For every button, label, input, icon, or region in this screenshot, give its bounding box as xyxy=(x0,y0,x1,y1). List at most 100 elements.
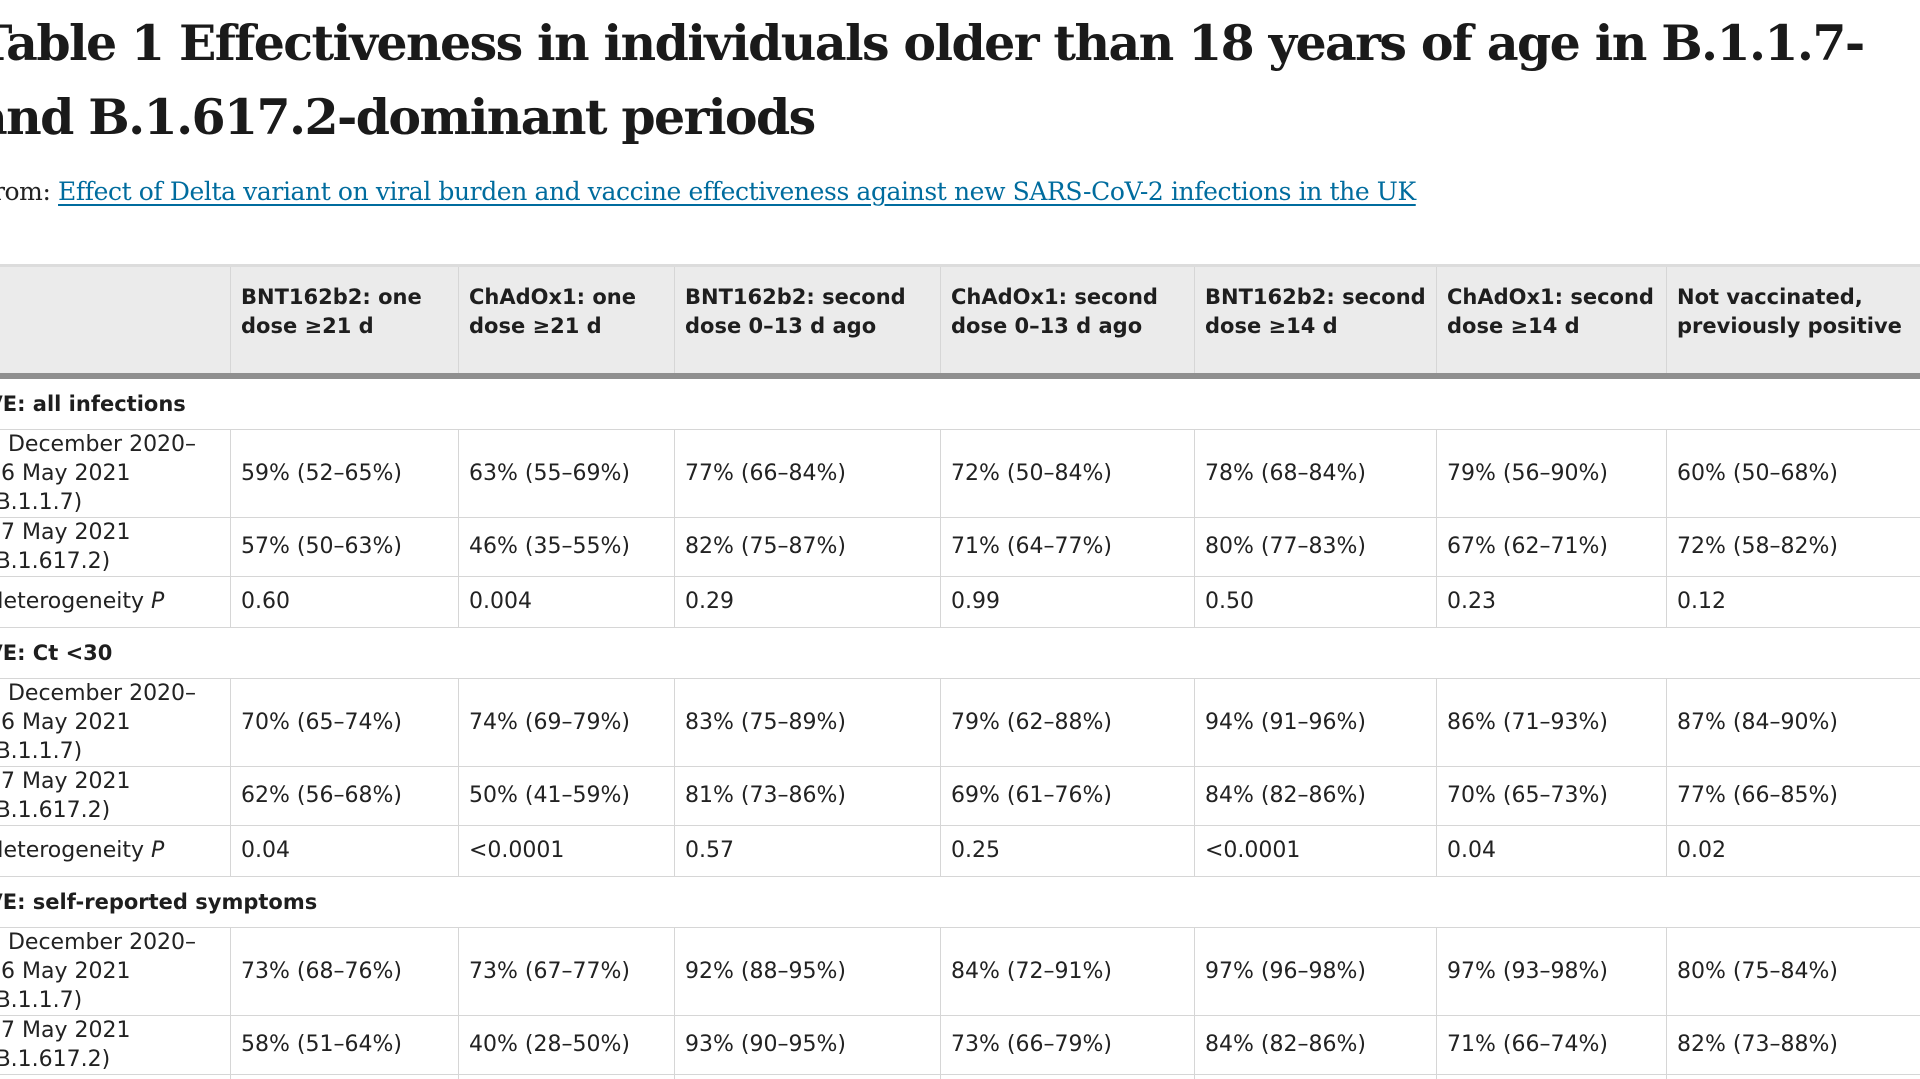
table-header-row: BNT162b2: one dose ≥21 d ChAdOx1: one do… xyxy=(0,264,1920,379)
column-header: ChAdOx1: second dose ≥14 d xyxy=(1436,264,1667,379)
table-cell: <0.0001 xyxy=(458,824,675,877)
column-header: BNT162b2: second dose 0–13 d ago xyxy=(674,264,941,379)
table-cell: 80% (77–83%) xyxy=(1194,516,1437,577)
table-row: Heterogeneity P 0.60 0.004 0.29 0.99 0.50 0.23… xyxy=(0,575,1920,628)
section-label: VE: self-reported symptoms xyxy=(0,875,1920,928)
row-label: 17 May 2021 (B.1.617.2) xyxy=(0,1014,231,1075)
table-cell: 82% (73–88%) xyxy=(1666,1014,1920,1075)
table-cell: 0.60 xyxy=(230,575,459,628)
row-label: 1 December 2020–16 May 2021 (B.1.1.7) xyxy=(0,428,231,518)
row-label-text: Heterogeneity xyxy=(0,838,151,863)
table-cell: 84% (72–91%) xyxy=(940,926,1195,1016)
table-cell: 70% (65–73%) xyxy=(1436,765,1667,826)
column-header: ChAdOx1: second dose 0–13 d ago xyxy=(940,264,1195,379)
table-cell: 70% (65–74%) xyxy=(230,677,459,767)
table-cell: 94% (91–96%) xyxy=(1194,677,1437,767)
row-label: Heterogeneity P xyxy=(0,824,231,877)
section-row: VE: all infections xyxy=(0,375,1920,430)
table-cell: 73% (68–76%) xyxy=(230,926,459,1016)
table-cell: 78% (68–84%) xyxy=(1194,428,1437,518)
table-row: Heterogeneity P<0.0001<0.00010.710.08<0.… xyxy=(0,1073,1920,1079)
table-row: 17 May 2021 (B.1.617.2)62% (56–68%)50% (… xyxy=(0,765,1920,826)
table-cell: 97% (96–98%) xyxy=(1194,926,1437,1016)
effectiveness-table: BNT162b2: one dose ≥21 d ChAdOx1: one do… xyxy=(0,264,1920,1079)
row-label: 17 May 2021 (B.1.617.2) xyxy=(0,765,231,826)
row-label-italic: P xyxy=(151,838,165,863)
column-header: Not vaccinated, previously positive xyxy=(1666,264,1920,379)
table-cell: 82% (75–87%) xyxy=(674,516,941,577)
table-cell: 69% (61–76%) xyxy=(940,765,1195,826)
table-cell: 73% (67–77%) xyxy=(458,926,675,1016)
table-cell: 0.99 xyxy=(940,575,1195,628)
table-row: 1 December 2020–16 May 2021 (B.1.1.7)70%… xyxy=(0,677,1920,767)
table-cell: 57% (50–63%) xyxy=(230,516,459,577)
table-cell: 0.04 xyxy=(1436,824,1667,877)
source-article-link[interactable]: Effect of Delta variant on viral burden … xyxy=(58,177,1416,206)
table-cell: 62% (56–68%) xyxy=(230,765,459,826)
table-cell: 79% (62–88%) xyxy=(940,677,1195,767)
table-cell: 0.004 xyxy=(458,575,675,628)
table-cell: 0.29 xyxy=(674,575,941,628)
table-cell: 0.71 xyxy=(674,1073,941,1079)
section-row: VE: Ct <30 xyxy=(0,626,1920,679)
table-cell: 40% (28–50%) xyxy=(458,1014,675,1075)
table-cell: <0.0001 xyxy=(1194,824,1437,877)
column-header: BNT162b2: second dose ≥14 d xyxy=(1194,264,1437,379)
table-cell: 0.25 xyxy=(940,824,1195,877)
table-cell: 0.57 xyxy=(674,824,941,877)
table-cell: 81% (73–86%) xyxy=(674,765,941,826)
table-cell: 72% (58–82%) xyxy=(1666,516,1920,577)
table-cell: 0.08 xyxy=(940,1073,1195,1079)
table-cell: 0.59 xyxy=(1666,1073,1920,1079)
table-cell: <0.0001 xyxy=(1436,1073,1667,1079)
table-cell: 0.50 xyxy=(1194,575,1437,628)
table-cell: 84% (82–86%) xyxy=(1194,765,1437,826)
table-cell: 0.23 xyxy=(1436,575,1667,628)
column-header: BNT162b2: one dose ≥21 d xyxy=(230,264,459,379)
table-row: 1 December 2020–16 May 2021 (B.1.1.7)73%… xyxy=(0,926,1920,1016)
table-cell: 67% (62–71%) xyxy=(1436,516,1667,577)
row-label: 1 December 2020–16 May 2021 (B.1.1.7) xyxy=(0,926,231,1016)
table-cell: <0.0001 xyxy=(230,1073,459,1079)
section-label: VE: Ct <30 xyxy=(0,626,1920,679)
table-cell: 77% (66–84%) xyxy=(674,428,941,518)
section-row: VE: self-reported symptoms xyxy=(0,875,1920,928)
page-title: Table 1 Effectiveness in individuals old… xyxy=(0,14,1865,146)
row-label: 1 December 2020–16 May 2021 (B.1.1.7) xyxy=(0,677,231,767)
table-row: Heterogeneity P 0.04 <0.0001 0.57 0.25 <0.000… xyxy=(0,824,1920,877)
table-cell: 60% (50–68%) xyxy=(1666,428,1920,518)
table-cell: 71% (64–77%) xyxy=(940,516,1195,577)
table-cell: 84% (82–86%) xyxy=(1194,1014,1437,1075)
table-cell: 50% (41–59%) xyxy=(458,765,675,826)
table-cell: 92% (88–95%) xyxy=(674,926,941,1016)
table-cell: 46% (35–55%) xyxy=(458,516,675,577)
row-label-italic: P xyxy=(151,589,165,614)
table-cell: 83% (75–89%) xyxy=(674,677,941,767)
row-label: Heterogeneity P xyxy=(0,1073,231,1079)
table-cell: 73% (66–79%) xyxy=(940,1014,1195,1075)
table-row: 1 December 2020–16 May 2021 (B.1.1.7)59%… xyxy=(0,428,1920,518)
table-cell: 63% (55–69%) xyxy=(458,428,675,518)
table-row: 17 May 2021 (B.1.617.2)58% (51–64%)40% (… xyxy=(0,1014,1920,1075)
table-cell: 71% (66–74%) xyxy=(1436,1014,1667,1075)
table-cell: 0.02 xyxy=(1666,824,1920,877)
table-cell: 72% (50–84%) xyxy=(940,428,1195,518)
table-cell: 0.12 xyxy=(1666,575,1920,628)
table-cell: 80% (75–84%) xyxy=(1666,926,1920,1016)
table-cell: <0.0001 xyxy=(1194,1073,1437,1079)
column-header xyxy=(0,264,231,379)
table-cell: 59% (52–65%) xyxy=(230,428,459,518)
row-label: Heterogeneity P xyxy=(0,575,231,628)
table-cell: 86% (71–93%) xyxy=(1436,677,1667,767)
table-cell: 74% (69–79%) xyxy=(458,677,675,767)
row-label-text: Heterogeneity xyxy=(0,589,151,614)
column-header: ChAdOx1: one dose ≥21 d xyxy=(458,264,675,379)
table-cell: 0.04 xyxy=(230,824,459,877)
table-cell: 77% (66–85%) xyxy=(1666,765,1920,826)
section-label: VE: all infections xyxy=(0,375,1920,430)
table-row: 17 May 2021 (B.1.617.2)57% (50–63%)46% (… xyxy=(0,516,1920,577)
table-cell: 58% (51–64%) xyxy=(230,1014,459,1075)
table-cell: <0.0001 xyxy=(458,1073,675,1079)
row-label: 17 May 2021 (B.1.617.2) xyxy=(0,516,231,577)
